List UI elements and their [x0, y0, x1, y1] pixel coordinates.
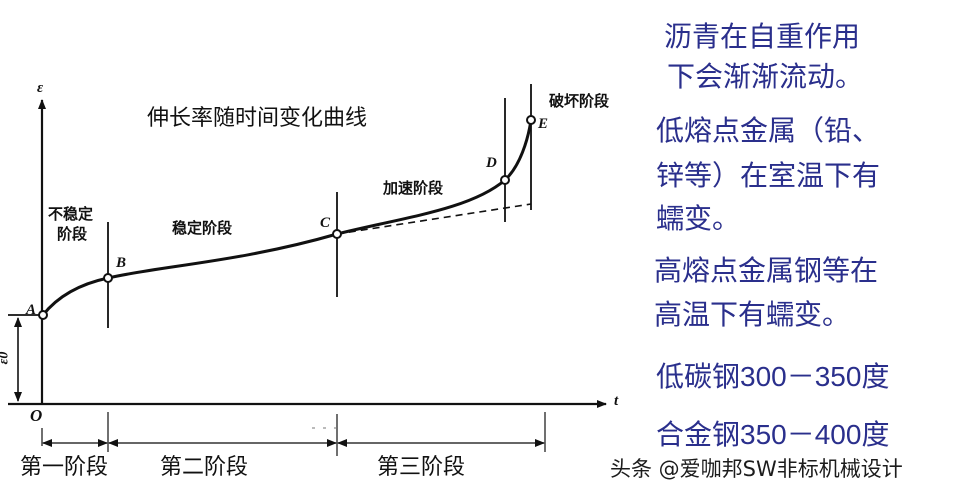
note-high-melt-line1: 高熔点金属钢等在: [654, 254, 879, 287]
creep-curve-diagram: [8, 84, 607, 456]
bottom-stage-2-label: 第二阶段: [160, 455, 249, 480]
alloy-unit: 度: [861, 418, 890, 451]
epsilon0-label: ε0: [0, 351, 12, 365]
accelerating-stage-label: 加速阶段: [383, 179, 444, 197]
origin-label: O: [30, 406, 43, 425]
point-a-label: A: [26, 302, 37, 318]
unstable-stage-label-line2: 阶段: [57, 225, 88, 243]
point-c-marker: [332, 229, 342, 239]
note-low-melt-line2: 锌等）在室温下有: [656, 159, 881, 192]
point-a-marker: [38, 310, 48, 320]
alloy-prefix: 合金钢: [656, 418, 741, 451]
note-low-carbon-steel: 低碳钢300－350度: [656, 356, 889, 398]
point-b-marker: [103, 273, 113, 283]
chart-title: 伸长率随时间变化曲线: [147, 106, 368, 131]
x-axis-label: t: [614, 393, 619, 409]
note-alloy-steel: 合金钢350－400度: [656, 414, 889, 456]
low-carbon-range: 300－350: [740, 361, 862, 392]
creep-curve: [41, 119, 533, 316]
point-e-label: E: [538, 116, 549, 132]
failure-stage-label: 破坏阶段: [549, 92, 610, 110]
point-d-marker: [500, 175, 510, 185]
watermark: 头条 @爱咖邦SW非标机械设计: [610, 457, 903, 481]
note-asphalt-line2: 下会渐渐流动。: [667, 60, 864, 93]
note-asphalt-line1: 沥青在自重作用: [664, 20, 861, 53]
point-e-marker: [526, 115, 536, 125]
point-d-label: D: [486, 155, 497, 171]
unstable-stage-label-line1: 不稳定: [48, 205, 94, 223]
bottom-stage-3-label: 第三阶段: [377, 455, 466, 480]
bottom-stage-1-label: 第一阶段: [20, 455, 109, 480]
stable-stage-label: 稳定阶段: [172, 219, 233, 237]
point-c-label: C: [320, 215, 331, 231]
note-low-melt-line3: 蠕变。: [656, 202, 741, 235]
note-low-melt-line1: 低熔点金属（铅、: [656, 114, 881, 147]
low-carbon-prefix: 低碳钢: [656, 360, 741, 393]
alloy-range: 350－400: [740, 419, 862, 450]
steady-state-extrapolation-dashed: [336, 203, 532, 235]
point-b-label: B: [116, 255, 127, 271]
low-carbon-unit: 度: [861, 360, 890, 393]
y-axis-label: ε: [37, 80, 44, 96]
note-high-melt-line2: 高温下有蠕变。: [654, 298, 851, 331]
